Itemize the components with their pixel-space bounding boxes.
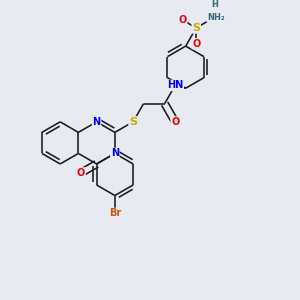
Text: N: N (111, 148, 119, 158)
Text: N: N (92, 117, 101, 127)
Text: S: S (129, 117, 137, 127)
Text: NH₂: NH₂ (207, 13, 225, 22)
Text: S: S (192, 23, 200, 33)
Text: O: O (77, 168, 85, 178)
Text: HN: HN (167, 80, 183, 90)
Text: O: O (192, 39, 200, 49)
Text: O: O (178, 15, 187, 25)
Text: Br: Br (109, 208, 121, 218)
Text: O: O (171, 117, 179, 127)
Text: H: H (211, 0, 218, 9)
